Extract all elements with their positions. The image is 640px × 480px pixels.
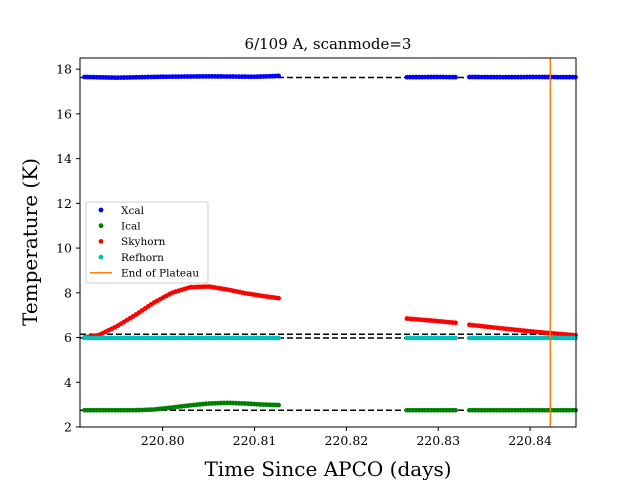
series-refhorn <box>82 335 578 341</box>
legend-item: Ical <box>98 221 141 233</box>
legend-label: Ical <box>121 221 141 233</box>
y-tick-label: 12 <box>56 196 72 211</box>
legend-marker <box>98 223 104 229</box>
y-tick-label: 6 <box>64 330 72 345</box>
legend-label: Xcal <box>121 205 145 217</box>
series-ical <box>82 400 578 413</box>
legend-marker <box>98 207 104 213</box>
series-xcal <box>82 73 578 81</box>
y-tick-label: 8 <box>64 285 72 300</box>
x-tick-label: 220.82 <box>324 433 368 448</box>
legend-item: Refhorn <box>98 252 164 264</box>
y-tick-label: 10 <box>56 241 72 256</box>
x-axis-label: Time Since APCO (days) <box>204 457 451 480</box>
series-skyhorn <box>82 284 578 340</box>
legend: Xcal Ical Skyhorn Refhorn End of Plateau <box>85 201 209 284</box>
legend-item: End of Plateau <box>90 268 199 280</box>
x-tick-label: 220.83 <box>416 433 460 448</box>
y-axis-label: Temperature (K) <box>18 158 42 326</box>
data-point <box>453 320 458 326</box>
y-tick-label: 18 <box>56 62 72 77</box>
y-tick-label: 2 <box>64 420 72 435</box>
data-point <box>453 335 458 341</box>
x-tick-label: 220.80 <box>141 433 185 448</box>
legend-item: Skyhorn <box>98 236 166 248</box>
data-point <box>276 73 281 79</box>
series-layer <box>82 58 578 427</box>
legend-marker <box>98 254 104 260</box>
legend-label: Refhorn <box>121 252 164 264</box>
data-point <box>276 335 281 341</box>
data-point <box>453 407 458 413</box>
legend-label: Skyhorn <box>121 236 166 248</box>
legend-label: End of Plateau <box>121 268 199 280</box>
plot-frame <box>79 57 577 428</box>
x-tick-label: 220.84 <box>508 433 552 448</box>
x-tick-label: 220.81 <box>233 433 277 448</box>
x-axis: 220.80 220.81 220.82 220.83 220.84 <box>141 427 552 448</box>
chart-title: 6/109 A, scanmode=3 <box>245 35 412 53</box>
data-point <box>453 74 458 80</box>
data-point <box>276 402 281 408</box>
y-tick-label: 14 <box>56 151 72 166</box>
y-tick-label: 4 <box>64 375 72 390</box>
legend-marker <box>98 239 104 244</box>
data-point <box>276 295 281 301</box>
legend-box <box>85 201 209 284</box>
y-axis: 2 4 6 8 10 12 14 16 18 <box>56 62 80 435</box>
y-tick-label: 16 <box>56 106 72 121</box>
legend-item: Xcal <box>98 205 145 217</box>
